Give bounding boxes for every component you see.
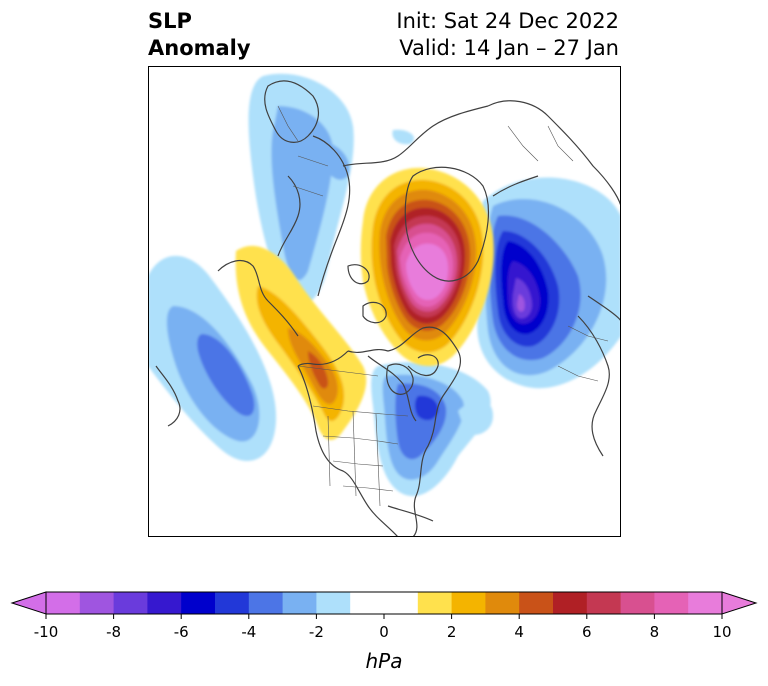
slp-anomaly-map [148, 66, 621, 537]
colorbar-swatch [215, 592, 250, 614]
colorbar-swatch [417, 592, 453, 614]
title-right: Init: Sat 24 Dec 2022 Valid: 14 Jan – 27… [396, 8, 619, 62]
colorbar-swatch [553, 592, 588, 614]
siberian-low [477, 177, 621, 389]
colorbar-tick-label: 4 [514, 623, 524, 641]
colorbar-swatch [350, 592, 419, 614]
borders [277, 105, 609, 507]
colorbar-swatch [113, 592, 148, 614]
colorbar-tick-label: 8 [650, 623, 660, 641]
title-left: SLP Anomaly [148, 8, 251, 62]
colorbar-tick-label: 6 [582, 623, 592, 641]
colorbar-swatch [654, 592, 689, 614]
colorbar-unit-label: hPa [366, 649, 403, 673]
colorbar-swatch [519, 592, 554, 614]
title-field-2: Anomaly [148, 36, 251, 60]
colorbar-right-extension [721, 591, 758, 615]
colorbar-tick-label: -4 [241, 623, 256, 641]
colorbar-swatch [586, 592, 622, 614]
eastern-canada-low [371, 362, 493, 497]
valid-range: Valid: 14 Jan – 27 Jan [399, 36, 619, 60]
init-date: Init: Sat 24 Dec 2022 [396, 9, 619, 33]
colorbar-swatch [282, 592, 317, 614]
europe-low [248, 73, 414, 305]
colorbar-tick-label: -8 [106, 623, 121, 641]
colorbar-swatch [79, 592, 115, 614]
map-frame [148, 66, 621, 537]
colorbar-left-extension [10, 591, 47, 615]
colorbar-swatch [248, 592, 284, 614]
colorbar-swatch [485, 592, 520, 614]
colorbar: -10 -8 -6 -4 -2 0 2 4 6 8 10 hPa [10, 591, 758, 673]
colorbar-tick-label: -10 [34, 623, 59, 641]
colorbar-swatch [181, 592, 216, 614]
colorbar-swatches [46, 592, 723, 614]
colorbar-swatch [688, 592, 723, 614]
colorbar-swatch [316, 592, 351, 614]
coastlines [155, 80, 621, 537]
pacific-low [148, 255, 277, 461]
colorbar-swatch [147, 592, 182, 614]
colorbar-swatch [451, 592, 486, 614]
colorbar-tick-label: 2 [447, 623, 457, 641]
colorbar-swatch [46, 592, 81, 614]
title-field: SLP [148, 9, 192, 33]
west-coast-high [235, 245, 367, 441]
colorbar-tick-label: 10 [712, 623, 731, 641]
colorbar-swatch [620, 592, 655, 614]
colorbar-tick-label: 0 [379, 623, 389, 641]
colorbar-tick-label: -6 [174, 623, 189, 641]
colorbar-tick-label: -2 [309, 623, 324, 641]
colorbar-ticks: -10 -8 -6 -4 -2 0 2 4 6 8 10 [34, 614, 732, 641]
